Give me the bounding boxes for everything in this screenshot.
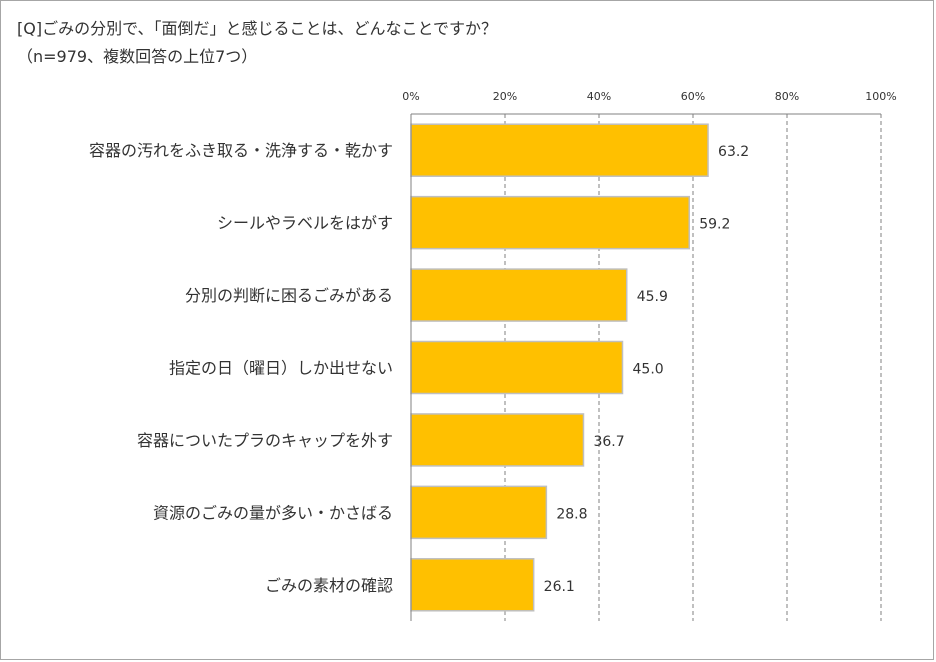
data-label: 45.0 <box>633 362 664 378</box>
category-label: 容器の汚れをふき取る・洗浄する・乾かす <box>89 141 393 160</box>
chart-subtitle: （n=979、複数回答の上位7つ） <box>17 47 258 66</box>
data-label: 36.7 <box>593 434 624 450</box>
category-label: 指定の日（曜日）しか出せない <box>169 359 393 378</box>
category-label: 分別の判断に困るごみがある <box>185 286 393 305</box>
bar <box>410 123 709 177</box>
bar <box>410 268 628 322</box>
x-tick-label: 60% <box>681 90 705 103</box>
data-label: 63.2 <box>718 144 749 160</box>
category-label: 資源のごみの量が多い・かさばる <box>153 503 393 522</box>
category-label: 容器についたプラのキャップを外す <box>137 431 393 450</box>
x-tick-label: 0% <box>402 90 419 103</box>
bar <box>410 558 535 612</box>
x-tick-label: 40% <box>587 90 611 103</box>
data-label: 28.8 <box>556 506 587 522</box>
data-label: 26.1 <box>544 579 575 595</box>
category-label: ごみの素材の確認 <box>265 576 393 595</box>
x-tick-label: 80% <box>775 90 799 103</box>
category-label: シールやラベルをはがす <box>217 214 393 233</box>
bar <box>410 413 585 467</box>
bar <box>410 340 624 395</box>
bar <box>410 485 548 540</box>
chart-title: [Q]ごみの分別で、「面倒だ」と感じることは、どんなことですか？ <box>17 19 497 38</box>
x-tick-label: 20% <box>493 90 517 103</box>
x-tick-label: 100% <box>865 90 896 103</box>
data-label: 59.2 <box>699 217 730 233</box>
data-label: 45.9 <box>637 289 668 305</box>
bar <box>410 195 690 250</box>
